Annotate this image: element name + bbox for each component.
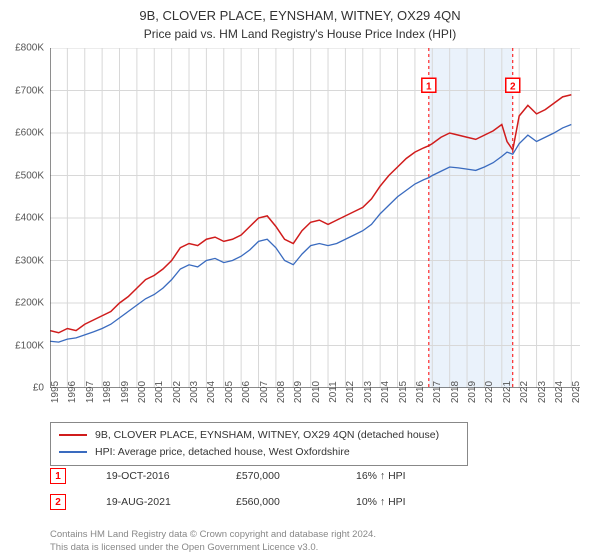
x-tick-label: 2005 (224, 381, 235, 403)
x-tick-label: 2017 (432, 381, 443, 403)
chart-subtitle: Price paid vs. HM Land Registry's House … (0, 25, 600, 41)
x-tick-label: 2002 (172, 381, 183, 403)
x-tick-label: 2004 (206, 381, 217, 403)
x-tick-label: 2024 (554, 381, 565, 403)
chart-area: 12 £0£100K£200K£300K£400K£500K£600K£700K… (50, 48, 580, 388)
chart-plot: 12 (50, 48, 580, 388)
sale-row: 1 19-OCT-2016 £570,000 16% ↑ HPI (50, 468, 406, 484)
sale-delta: 10% ↑ HPI (356, 496, 406, 508)
y-tick-label: £700K (0, 85, 44, 96)
sale-date: 19-AUG-2021 (106, 496, 196, 508)
x-tick-label: 2000 (137, 381, 148, 403)
sale-marker-icon: 2 (50, 494, 66, 510)
x-tick-label: 2018 (450, 381, 461, 403)
legend-box: 9B, CLOVER PLACE, EYNSHAM, WITNEY, OX29 … (50, 422, 468, 466)
x-tick-label: 2014 (380, 381, 391, 403)
x-tick-label: 1999 (120, 381, 131, 403)
legend-label: 9B, CLOVER PLACE, EYNSHAM, WITNEY, OX29 … (95, 427, 439, 444)
legend-row: 9B, CLOVER PLACE, EYNSHAM, WITNEY, OX29 … (59, 427, 459, 444)
x-tick-label: 2010 (311, 381, 322, 403)
x-tick-label: 2003 (189, 381, 200, 403)
x-tick-label: 1995 (50, 381, 61, 403)
sale-price: £570,000 (236, 470, 316, 482)
y-tick-label: £400K (0, 213, 44, 224)
sale-marker-icon: 1 (50, 468, 66, 484)
chart-container: 9B, CLOVER PLACE, EYNSHAM, WITNEY, OX29 … (0, 0, 600, 560)
x-tick-label: 2012 (345, 381, 356, 403)
x-tick-label: 2025 (571, 381, 582, 403)
y-tick-label: £0 (0, 383, 44, 394)
legend-swatch (59, 434, 87, 436)
x-tick-label: 2007 (259, 381, 270, 403)
x-tick-label: 2015 (398, 381, 409, 403)
y-tick-label: £200K (0, 298, 44, 309)
svg-text:2: 2 (510, 81, 516, 92)
x-tick-label: 1997 (85, 381, 96, 403)
chart-title: 9B, CLOVER PLACE, EYNSHAM, WITNEY, OX29 … (0, 0, 600, 25)
sale-price: £560,000 (236, 496, 316, 508)
svg-text:1: 1 (426, 81, 432, 92)
x-tick-label: 2023 (537, 381, 548, 403)
footnote: Contains HM Land Registry data © Crown c… (50, 529, 376, 554)
x-tick-label: 2022 (519, 381, 530, 403)
x-tick-label: 2021 (502, 381, 513, 403)
legend-swatch (59, 451, 87, 453)
y-tick-label: £800K (0, 43, 44, 54)
legend-row: HPI: Average price, detached house, West… (59, 444, 459, 461)
x-tick-label: 2006 (241, 381, 252, 403)
x-tick-label: 2009 (293, 381, 304, 403)
x-tick-label: 2019 (467, 381, 478, 403)
x-tick-label: 2020 (484, 381, 495, 403)
x-tick-label: 1998 (102, 381, 113, 403)
x-tick-label: 1996 (67, 381, 78, 403)
x-tick-label: 2011 (328, 381, 339, 403)
y-tick-label: £100K (0, 340, 44, 351)
y-tick-label: £300K (0, 255, 44, 266)
x-tick-label: 2013 (363, 381, 374, 403)
x-tick-label: 2001 (154, 381, 165, 403)
y-tick-label: £500K (0, 170, 44, 181)
x-tick-label: 2008 (276, 381, 287, 403)
x-tick-label: 2016 (415, 381, 426, 403)
y-tick-label: £600K (0, 128, 44, 139)
sale-date: 19-OCT-2016 (106, 470, 196, 482)
sale-delta: 16% ↑ HPI (356, 470, 406, 482)
legend-label: HPI: Average price, detached house, West… (95, 444, 350, 461)
sale-row: 2 19-AUG-2021 £560,000 10% ↑ HPI (50, 494, 406, 510)
